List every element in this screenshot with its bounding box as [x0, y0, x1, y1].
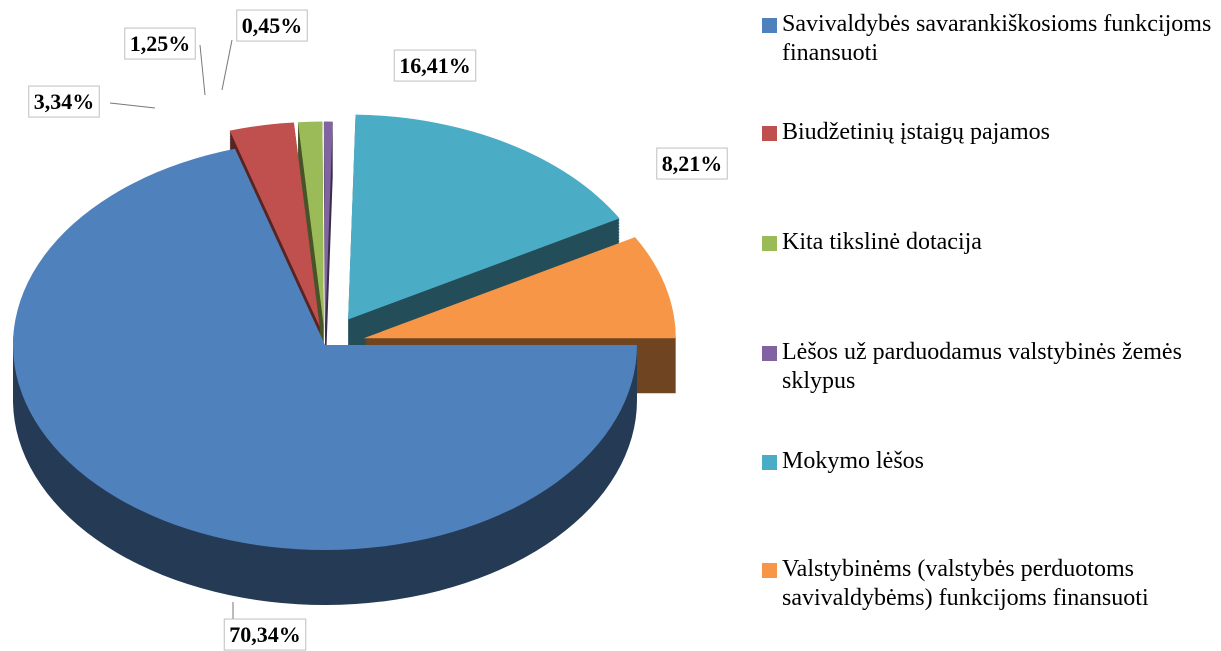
legend-label: Kita tikslinė dotacija	[782, 229, 982, 255]
legend-item: Valstybinėms (valstybės perduotoms saviv…	[762, 555, 1217, 613]
data-label: 1,25%	[124, 27, 196, 60]
legend-swatch	[762, 18, 777, 33]
label-box	[393, 49, 477, 82]
legend-item: Biudžetinių įstaigų pajamos	[762, 118, 1217, 147]
leader-line	[199, 44, 206, 96]
legend-item: Lėšos už parduodamus valstybinės žemės s…	[762, 338, 1217, 396]
chart: 70,34% 3,34% 1,25% 0,45% 16,41% 8,21%	[13, 9, 728, 651]
data-label-text: 8,21%	[662, 151, 723, 176]
legend-swatch	[762, 455, 777, 470]
leader-line	[109, 102, 156, 109]
slice	[297, 121, 324, 327]
slice	[323, 121, 333, 327]
legend-item: Kita tikslinė dotacija	[762, 228, 1217, 257]
legend-item: Mokymo lėšos	[762, 447, 1217, 476]
data-label-text: 0,45%	[242, 13, 303, 38]
legend-label: Lėšos už parduodamus valstybinės žemės s…	[782, 339, 1182, 394]
legend-label: Valstybinėms (valstybės perduotoms saviv…	[782, 556, 1149, 611]
data-label: 0,45%	[236, 9, 308, 42]
legend: Savivaldybės savarankiškosioms funkcijom…	[762, 0, 1217, 651]
label-box	[223, 618, 307, 651]
data-label: 70,34%	[223, 618, 307, 651]
legend-item: Savivaldybės savarankiškosioms funkcijom…	[762, 10, 1217, 68]
slice	[229, 122, 320, 327]
data-label-text: 1,25%	[130, 31, 191, 56]
legend-label: Savivaldybės savarankiškosioms funkcijom…	[782, 11, 1212, 66]
label-box	[28, 85, 100, 118]
label-box	[236, 9, 308, 42]
data-label: 16,41%	[393, 49, 477, 82]
legend-label: Biudžetinių įstaigų pajamos	[782, 119, 1050, 145]
legend-swatch	[762, 126, 777, 141]
label-box	[656, 147, 728, 180]
legend-label: Mokymo lėšos	[782, 448, 925, 474]
data-label-text: 16,41%	[399, 53, 471, 78]
legend-swatch	[762, 346, 777, 361]
data-label: 8,21%	[656, 147, 728, 180]
slice	[363, 237, 676, 339]
data-label: 3,34%	[28, 85, 100, 118]
leader-line	[221, 39, 233, 91]
slice	[13, 148, 638, 550]
data-label-text: 3,34%	[34, 89, 95, 114]
legend-swatch	[762, 563, 777, 578]
data-label-text: 70,34%	[229, 622, 301, 647]
legend-swatch	[762, 236, 777, 251]
slice	[348, 114, 620, 320]
label-box	[124, 27, 196, 60]
